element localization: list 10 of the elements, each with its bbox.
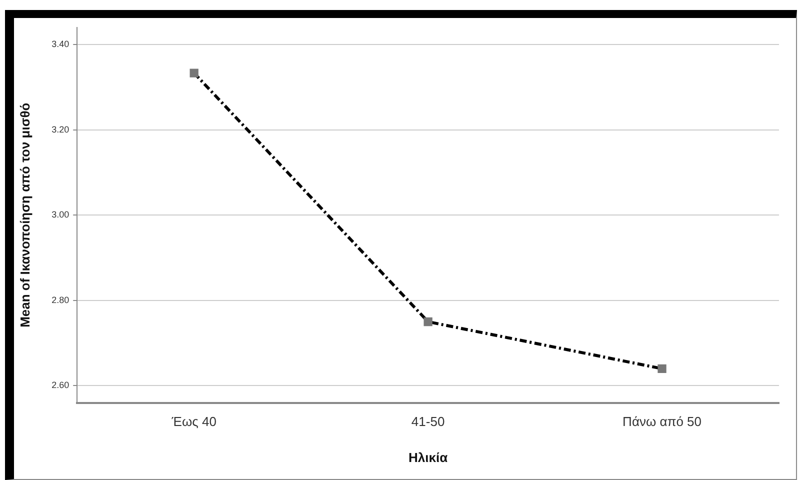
y-tick-label: 3.00 xyxy=(52,210,70,220)
y-tick-label: 3.20 xyxy=(52,124,70,134)
x-tick-label: Πάνω από 50 xyxy=(622,414,702,430)
y-tick-label: 2.60 xyxy=(52,380,70,390)
y-axis-title: Mean of Ικανοποίηση από τον μισθό xyxy=(17,102,32,328)
x-axis-title: Ηλικία xyxy=(408,450,448,465)
x-tick-label: 41-50 xyxy=(411,414,445,430)
y-tick-label: 3.40 xyxy=(52,38,70,49)
x-tick-label: Έως 40 xyxy=(170,414,216,430)
y-tick-label: 2.80 xyxy=(52,294,70,305)
